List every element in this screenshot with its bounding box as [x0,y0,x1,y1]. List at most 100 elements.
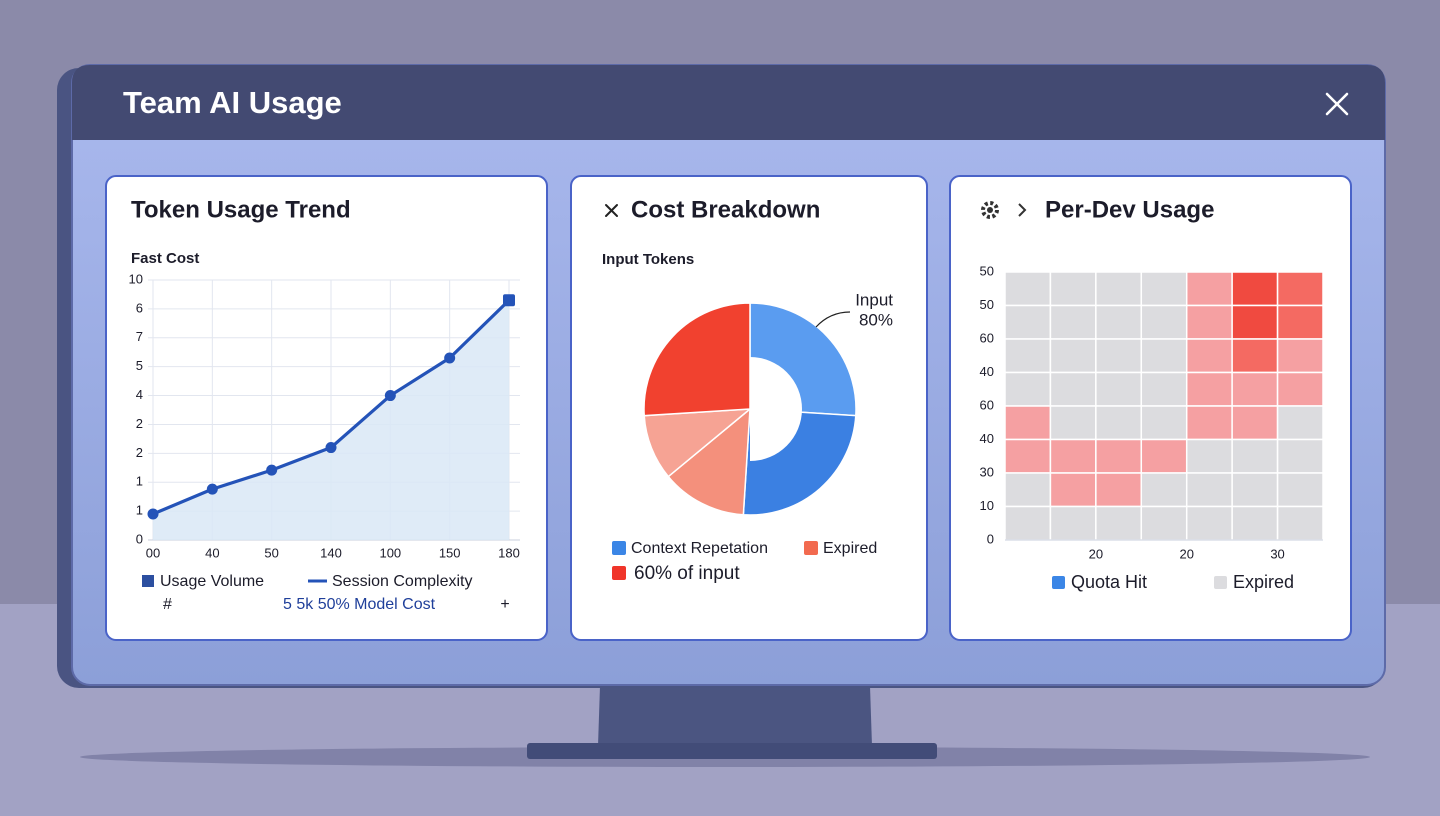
close-chart-icon[interactable] [605,204,618,217]
heat-cell [1140,338,1188,374]
y-tick-label: 50 [980,297,994,312]
marker [444,352,456,364]
heat-cell [1004,371,1052,407]
heat-cell [1004,405,1052,441]
y-tick-label: 10 [980,498,994,513]
legend-swatch [1214,576,1227,589]
heat-cell [1140,304,1188,340]
close-button[interactable] [1325,92,1349,116]
marker [325,442,337,454]
heat-cell [1004,271,1052,307]
y-tick-label: 1 [136,474,143,489]
legend-label: Expired [1233,572,1294,592]
y-tick-label: 6 [136,300,143,315]
y-tick-label: 0 [136,531,143,546]
x-tick-label: 40 [205,545,219,560]
heat-cell [1049,371,1097,407]
marker [266,464,278,476]
heat-cell [1231,338,1279,374]
heat-cell [1140,505,1188,541]
annotation: Input [855,290,893,309]
gear[interactable] [981,201,999,219]
x-tick-label: 20 [1179,546,1193,561]
chart-subtitle: Input Tokens [602,251,694,268]
note: # [163,596,172,613]
x-tick-label: 30 [1270,546,1284,561]
heat-cell [1185,505,1233,541]
heat-cell [1185,472,1233,508]
x-tick-label: 100 [379,545,401,560]
leader-line [815,311,851,328]
heat-cell [1049,438,1097,474]
heat-cell [1276,505,1324,541]
heat-cell [1231,271,1279,307]
heat-cell [1140,405,1188,441]
y-tick-label: 60 [980,330,994,345]
y-tick-label: 30 [980,464,994,479]
legend-label: Session Complexity [332,573,473,590]
chevron-icon[interactable] [1018,203,1027,217]
heat-cell [1276,405,1324,441]
y-tick-label: 7 [136,329,143,344]
heat-cell [1004,438,1052,474]
y-tick-label: 10 [129,271,143,286]
y-tick-label: 2 [136,445,143,460]
heat-cell [1095,371,1143,407]
heat-cell [1095,271,1143,307]
close-icon[interactable] [1325,92,1349,116]
chart-title: Per-Dev Usage [1045,196,1214,223]
heat-cell [1276,338,1324,374]
heat-cell [1049,271,1097,307]
legend-swatch [1052,576,1065,589]
heat-cell [1004,505,1052,541]
legend-label: Context Repetation [631,540,768,557]
y-tick-label: 50 [980,263,994,278]
heat-cell [1004,472,1052,508]
heat-cell [1049,405,1097,441]
y-tick-label: 0 [987,531,994,546]
x-tick-label: 20 [1089,546,1103,561]
heat-cell [1231,405,1279,441]
x-tick-label: 180 [498,545,520,560]
heat-cell [1185,304,1233,340]
heat-cell [1049,304,1097,340]
heat-cell [1276,472,1324,508]
icon-stroke[interactable] [605,204,618,217]
heat-cell [1276,371,1324,407]
y-tick-label: 1 [136,503,143,518]
y-tick-label: 40 [980,364,994,379]
heat-cell [1231,304,1279,340]
heat-cell [1231,438,1279,474]
monitor-base [527,743,937,759]
legend-swatch [612,541,626,555]
settings-icon[interactable] [981,201,999,219]
pie-slice [667,407,751,516]
x-tick-label: 00 [146,545,160,560]
marker [206,483,218,495]
chart-title: Token Usage Trend [131,196,351,223]
heat-cell [1004,338,1052,374]
legend-label: Quota Hit [1071,572,1147,592]
gear-hub[interactable] [987,207,993,213]
marker [147,508,159,520]
note: 5 5k 50% Model Cost [283,596,436,613]
x-tick-label: 50 [264,545,278,560]
window-title: Team AI Usage [123,85,342,120]
legend-label: 60% of input [634,563,740,584]
heat-cell [1140,438,1188,474]
heat-cell [1231,505,1279,541]
heat-cell [1049,505,1097,541]
legend-swatch [804,541,818,555]
heat-cell [1095,338,1143,374]
heat-cell [1276,304,1324,340]
heat-cell [1095,304,1143,340]
monitor-neck [598,686,872,746]
heat-cell [1095,405,1143,441]
x-tick-label: 140 [320,545,342,560]
donut-hole [750,357,802,461]
heat-cell [1004,304,1052,340]
y-tick-label: 5 [136,358,143,373]
heat-cell [1185,438,1233,474]
